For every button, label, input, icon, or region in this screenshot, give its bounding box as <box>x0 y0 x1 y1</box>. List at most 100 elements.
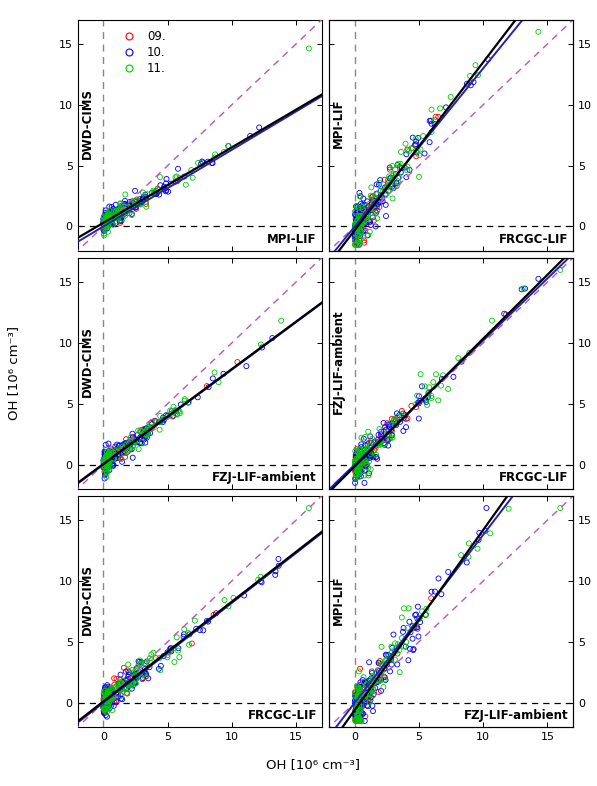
Point <box>359 689 368 702</box>
Point <box>106 454 116 466</box>
Point <box>353 212 362 225</box>
Point <box>99 700 108 713</box>
Point <box>358 449 367 461</box>
Point <box>365 440 375 453</box>
Point <box>364 690 373 703</box>
Point <box>350 690 360 703</box>
Point <box>376 185 385 197</box>
Point <box>365 216 374 229</box>
Point <box>103 455 113 468</box>
Point <box>353 214 362 226</box>
Point <box>139 668 149 681</box>
Point <box>359 193 368 205</box>
Point <box>155 189 164 201</box>
Point <box>107 455 116 468</box>
Point <box>124 668 134 681</box>
Point <box>352 706 362 718</box>
Point <box>403 622 413 634</box>
Point <box>368 200 377 212</box>
Point <box>359 224 368 237</box>
Point <box>354 226 364 238</box>
Point <box>101 207 110 219</box>
Point <box>100 456 110 468</box>
Point <box>384 650 393 663</box>
Point <box>256 571 266 583</box>
Point <box>378 195 387 208</box>
Point <box>118 446 128 458</box>
Point <box>129 200 139 213</box>
Point <box>101 454 111 467</box>
Point <box>115 204 124 217</box>
Point <box>103 698 113 711</box>
Point <box>350 226 359 239</box>
Point <box>104 450 114 463</box>
Point <box>108 684 118 696</box>
Point <box>353 469 362 482</box>
Point <box>365 689 375 701</box>
Point <box>143 428 153 440</box>
Point <box>381 187 391 200</box>
Point <box>406 626 416 638</box>
Point <box>350 695 359 707</box>
Point <box>356 233 365 246</box>
Point <box>107 703 117 716</box>
Point <box>104 217 114 230</box>
Point <box>138 667 147 679</box>
Point <box>373 194 382 207</box>
Point <box>519 282 528 295</box>
Point <box>115 678 125 690</box>
Point <box>373 197 383 210</box>
Point <box>144 421 154 434</box>
Point <box>375 656 384 669</box>
Point <box>417 380 427 392</box>
Point <box>364 425 373 438</box>
Point <box>116 442 126 454</box>
Point <box>431 111 441 123</box>
Point <box>197 155 207 167</box>
Point <box>127 200 136 212</box>
Point <box>353 450 362 462</box>
Point <box>156 416 166 428</box>
Point <box>350 458 360 471</box>
Point <box>167 407 177 420</box>
Point <box>103 214 112 226</box>
Point <box>122 201 132 214</box>
Point <box>374 197 384 210</box>
Point <box>356 200 365 213</box>
Point <box>118 209 127 222</box>
Point <box>351 215 361 227</box>
Point <box>120 438 130 450</box>
Point <box>109 452 119 465</box>
Point <box>104 688 113 700</box>
Point <box>136 425 146 438</box>
Point <box>353 465 363 477</box>
Point <box>110 443 119 456</box>
Point <box>267 332 277 344</box>
Point <box>353 689 362 702</box>
Point <box>356 456 365 468</box>
Point <box>102 691 112 703</box>
Point <box>101 215 111 228</box>
Point <box>112 447 121 460</box>
Point <box>105 443 115 456</box>
Point <box>383 434 393 446</box>
Point <box>361 676 370 689</box>
Point <box>100 462 110 475</box>
Point <box>421 394 430 406</box>
Point <box>100 707 109 719</box>
Point <box>131 435 140 448</box>
Point <box>385 652 395 665</box>
Point <box>356 445 365 457</box>
Point <box>389 419 399 432</box>
Point <box>131 678 141 690</box>
Point <box>124 677 134 689</box>
Point <box>353 692 362 704</box>
Point <box>100 459 110 472</box>
Point <box>115 442 124 454</box>
Point <box>99 460 109 472</box>
Point <box>376 666 386 678</box>
Point <box>101 212 110 225</box>
Point <box>350 219 359 232</box>
Point <box>101 455 111 468</box>
Point <box>132 667 141 680</box>
